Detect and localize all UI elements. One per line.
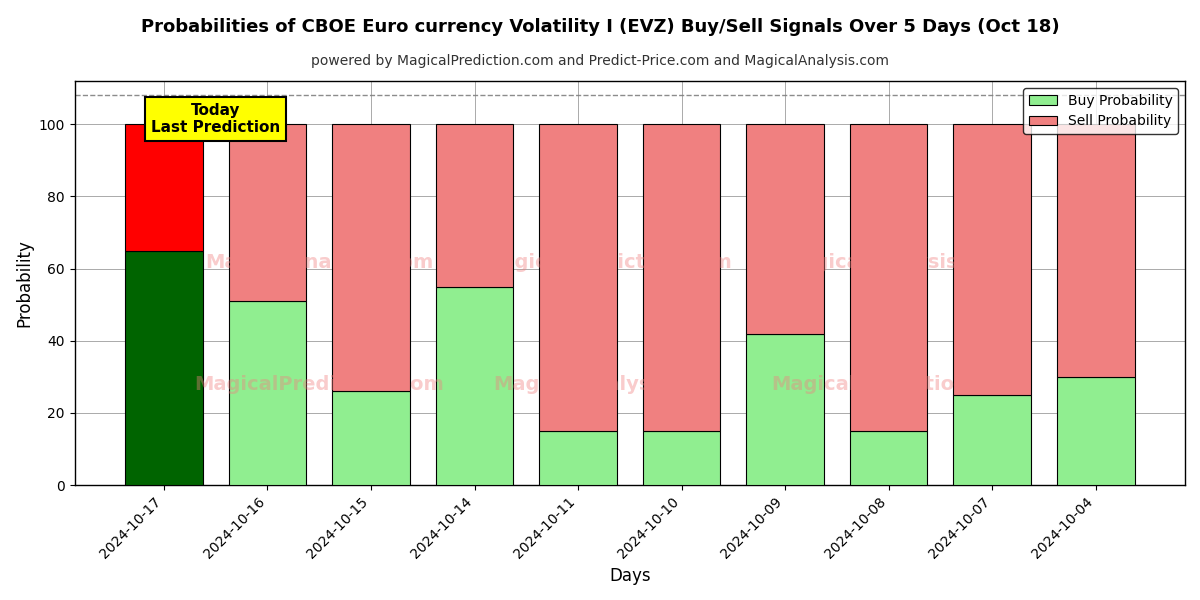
Bar bbox=[850, 124, 928, 431]
Bar bbox=[539, 431, 617, 485]
Legend: Buy Probability, Sell Probability: Buy Probability, Sell Probability bbox=[1024, 88, 1178, 134]
Bar bbox=[850, 431, 928, 485]
Bar bbox=[643, 431, 720, 485]
Bar bbox=[746, 124, 824, 334]
Text: MagicalPrediction.com: MagicalPrediction.com bbox=[772, 374, 1021, 394]
Text: powered by MagicalPrediction.com and Predict-Price.com and MagicalAnalysis.com: powered by MagicalPrediction.com and Pre… bbox=[311, 54, 889, 68]
Bar bbox=[953, 124, 1031, 395]
Text: Probabilities of CBOE Euro currency Volatility I (EVZ) Buy/Sell Signals Over 5 D: Probabilities of CBOE Euro currency Vola… bbox=[140, 18, 1060, 36]
Bar bbox=[436, 287, 514, 485]
Y-axis label: Probability: Probability bbox=[16, 239, 34, 327]
Bar bbox=[332, 124, 410, 391]
Bar bbox=[1057, 124, 1134, 377]
Text: MagicalAnalysis.com: MagicalAnalysis.com bbox=[205, 253, 433, 272]
Text: MagicalAnalysis.com: MagicalAnalysis.com bbox=[782, 253, 1010, 272]
Bar bbox=[125, 251, 203, 485]
Text: MagicalAnalysis.com: MagicalAnalysis.com bbox=[493, 374, 721, 394]
Bar bbox=[1057, 377, 1134, 485]
Text: MagicalPrediction.com: MagicalPrediction.com bbox=[482, 253, 732, 272]
Text: Today
Last Prediction: Today Last Prediction bbox=[151, 103, 281, 135]
Bar bbox=[332, 391, 410, 485]
Text: MagicalPrediction.com: MagicalPrediction.com bbox=[194, 374, 444, 394]
Bar bbox=[125, 124, 203, 251]
Bar bbox=[643, 124, 720, 431]
Bar bbox=[539, 124, 617, 431]
Bar bbox=[746, 334, 824, 485]
Bar bbox=[953, 395, 1031, 485]
Bar bbox=[436, 124, 514, 287]
X-axis label: Days: Days bbox=[610, 567, 650, 585]
Bar bbox=[229, 124, 306, 301]
Bar bbox=[229, 301, 306, 485]
